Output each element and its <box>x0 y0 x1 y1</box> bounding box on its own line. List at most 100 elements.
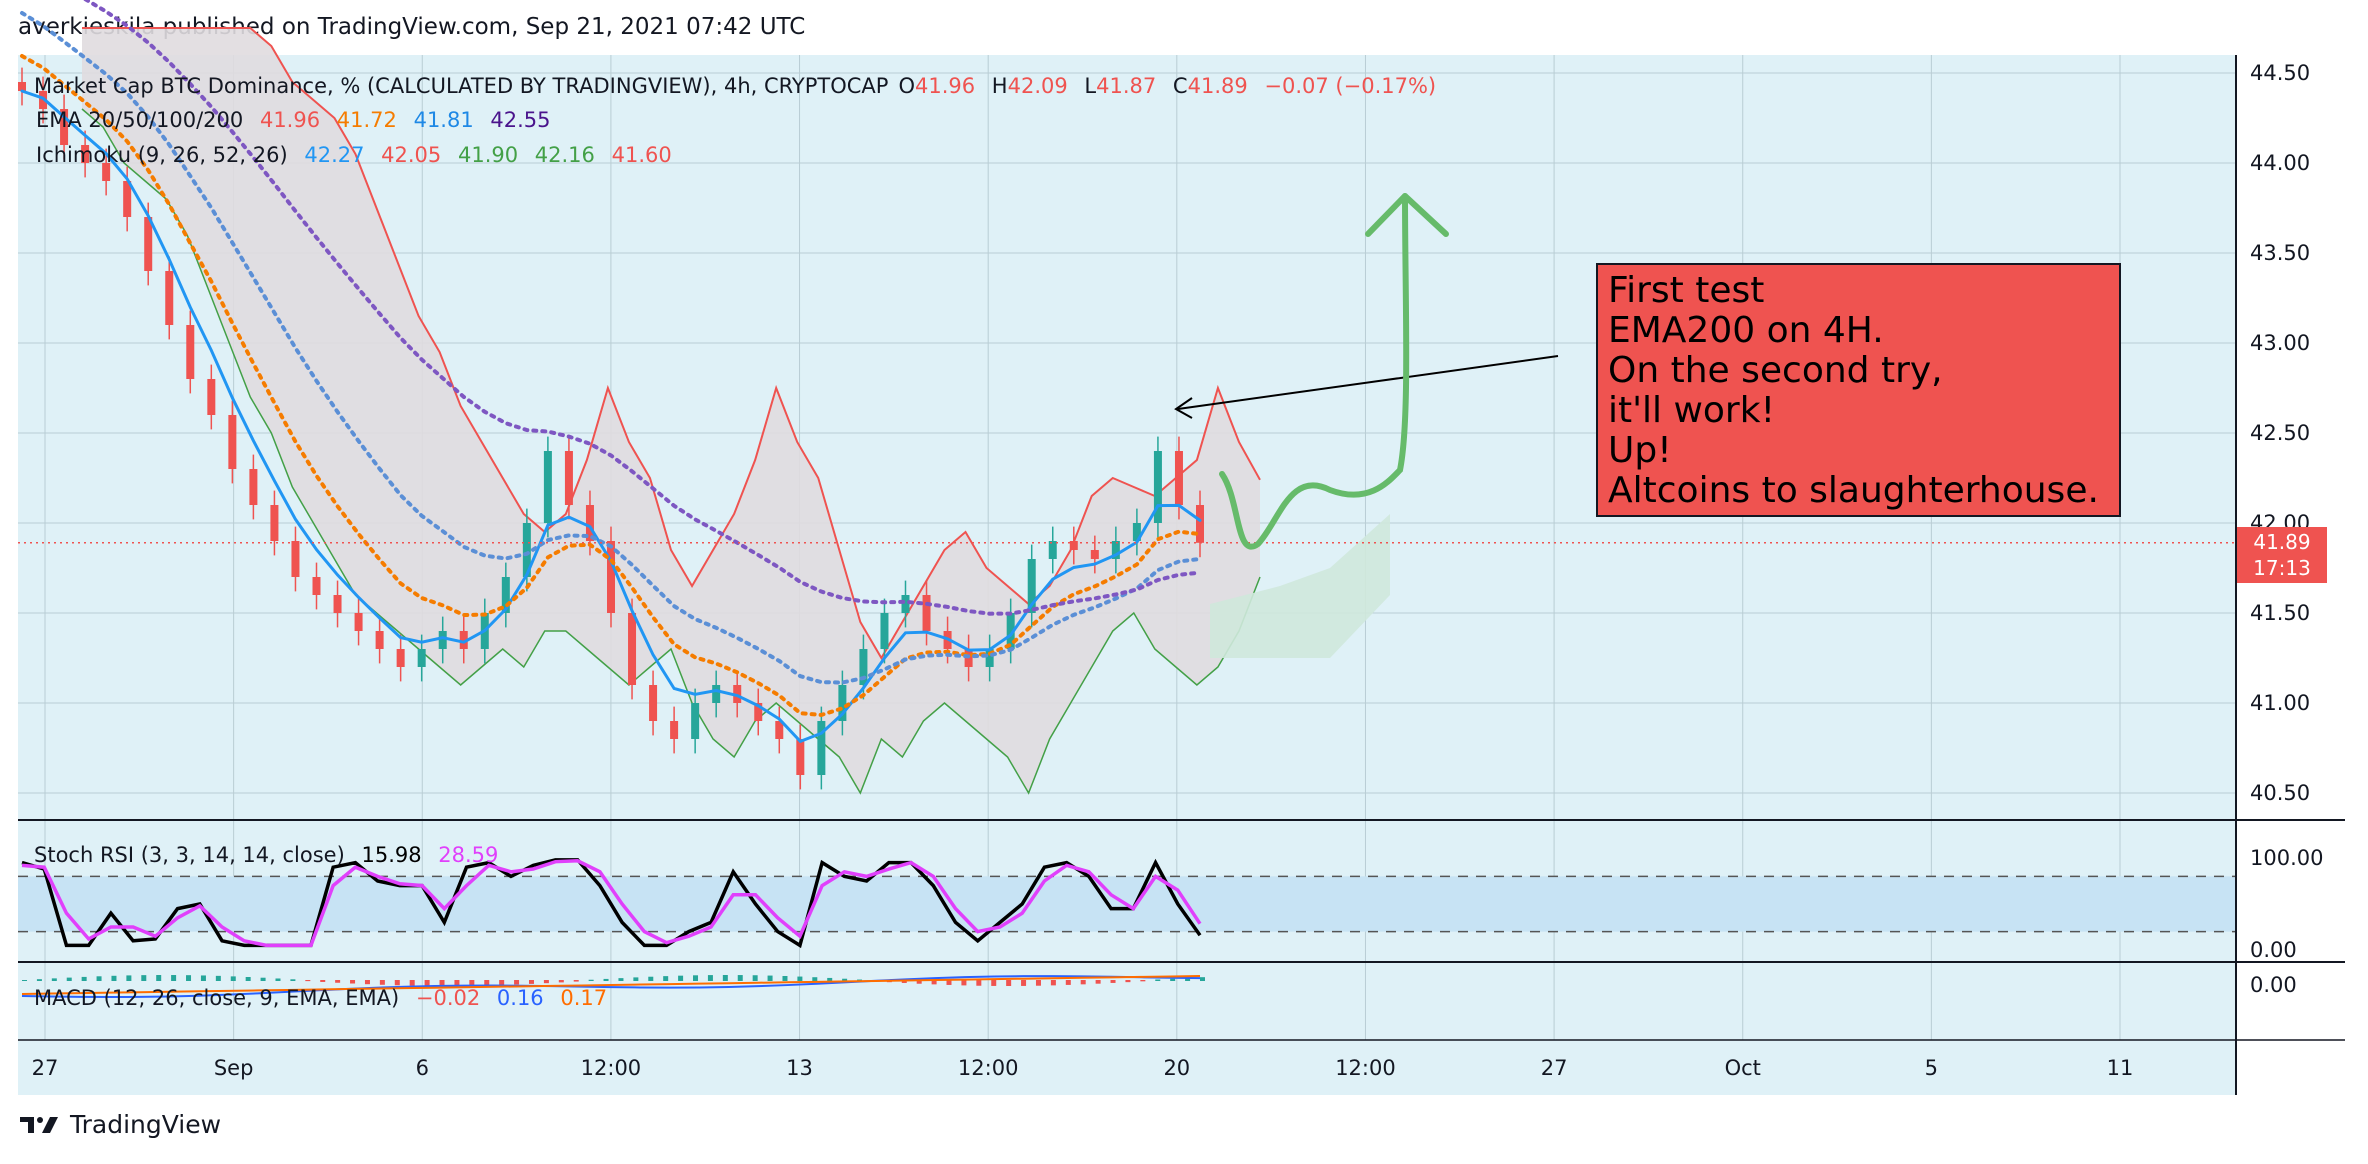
macd-histogram-bar <box>573 980 579 982</box>
ichimoku-span-a-line <box>81 108 1261 795</box>
price-tick-label: 40.50 <box>2250 781 2310 805</box>
time-tick-label: 12:00 <box>958 1056 1019 1080</box>
annotation-line: it'll work! <box>1608 390 1776 431</box>
stoch-label: Stoch RSI (3, 3, 14, 14, close) <box>34 843 345 867</box>
macd-histogram-bar <box>260 977 266 981</box>
candle-body <box>733 685 742 703</box>
candle-body <box>817 721 826 775</box>
macd-histogram-bar <box>707 975 713 981</box>
candle-body <box>207 379 216 415</box>
candle-body <box>522 523 531 577</box>
macd-histogram-bar <box>350 980 356 984</box>
candle-body <box>1027 559 1036 613</box>
candle-body <box>628 613 637 685</box>
macd-histogram-bar <box>514 980 520 985</box>
macd-histogram-bar <box>22 980 27 981</box>
macd-histogram-bar <box>618 978 624 981</box>
stoch-tick-label: 0.00 <box>2250 938 2297 962</box>
ichimoku-span-a: 42.16 <box>534 143 595 167</box>
macd-histogram-bar <box>275 978 281 981</box>
macd-histogram-bar <box>1200 977 1205 981</box>
candle-body <box>81 145 90 163</box>
macd-histogram-bar <box>1006 980 1012 986</box>
candle-body <box>880 613 889 649</box>
candle-body <box>859 649 868 685</box>
macd-histogram-bar <box>439 980 445 986</box>
macd-histogram-bar <box>752 975 758 981</box>
macd-line <box>21 975 1201 999</box>
ichimoku-base: 42.05 <box>381 143 442 167</box>
macd-histogram-bar <box>1155 979 1161 981</box>
ichimoku-cloud <box>81 27 1390 795</box>
candle-body <box>312 577 321 595</box>
macd-histogram-bar <box>1050 980 1056 986</box>
macd-histogram-bar <box>588 979 594 981</box>
bar-countdown: 17:13 <box>2253 556 2311 580</box>
candle-body <box>333 595 342 613</box>
macd-line-value: 0.16 <box>496 986 544 1010</box>
stoch-rsi-pane <box>18 858 2236 949</box>
annotation-line: Altcoins to slaughterhouse. <box>1608 470 2099 511</box>
macd-histogram-bar <box>767 975 773 981</box>
candle-body <box>438 631 447 649</box>
candle-body <box>396 649 405 667</box>
change-value: −0.07 (−0.17%) <box>1264 74 1437 98</box>
tradingview-logo[interactable]: TradingView <box>20 1110 221 1139</box>
macd-histogram-bar <box>931 980 937 985</box>
tradingview-logo-icon <box>20 1116 58 1133</box>
ema20-value: 41.96 <box>259 108 321 132</box>
ema200-value: 42.55 <box>490 108 551 132</box>
macd-histogram-bar <box>528 980 534 984</box>
macd-histogram-bar <box>394 980 400 986</box>
macd-histogram-bar <box>946 980 952 985</box>
macd-histogram-bar <box>335 980 341 983</box>
time-tick-label: 27 <box>32 1056 59 1080</box>
macd-histogram-bar <box>722 975 728 981</box>
macd-histogram-bar <box>991 980 997 986</box>
macd-histogram-bar <box>1140 980 1146 982</box>
macd-histogram-bar <box>141 975 147 981</box>
macd-histogram-bar <box>1035 980 1041 986</box>
time-tick-label: 6 <box>416 1056 429 1080</box>
candle-body <box>291 541 300 577</box>
macd-histogram-bar <box>782 976 788 981</box>
macd-histogram-bar <box>961 980 967 986</box>
last-price: 41.89 <box>2253 530 2311 554</box>
up-arrow-icon <box>1365 193 1449 237</box>
candle-body <box>186 325 195 379</box>
annotation-line: Up! <box>1608 430 1672 471</box>
close-value: 41.89 <box>1187 74 1248 98</box>
candle-body <box>123 181 132 217</box>
stoch-tick-label: 100.00 <box>2250 846 2323 870</box>
price-tick-label: 43.50 <box>2250 241 2310 265</box>
candle-body <box>691 703 700 739</box>
macd-signal-line <box>21 975 1201 995</box>
macd-histogram-bar <box>200 975 206 981</box>
macd-histogram-bar <box>499 980 505 986</box>
ema-lines <box>18 0 2236 744</box>
time-tick-label: 20 <box>1163 1056 1190 1080</box>
pointer-line <box>1177 355 1559 410</box>
macd-histogram-bar <box>36 979 42 981</box>
macd-histogram-bar <box>827 977 833 981</box>
candle-body <box>564 451 573 505</box>
candle-body <box>901 595 910 613</box>
macd-histogram-bar <box>543 980 549 984</box>
annotation-box[interactable]: First test EMA200 on 4H. On the second t… <box>1596 263 2121 517</box>
high-value: 42.09 <box>1007 74 1068 98</box>
macd-histogram-bar <box>1095 980 1101 984</box>
candle-body <box>165 271 174 325</box>
ichimoku-future-cloud <box>1210 514 1390 658</box>
ema50-value: 41.72 <box>336 108 397 132</box>
price-tick-label: 44.00 <box>2250 151 2310 175</box>
candle-body <box>102 163 111 181</box>
time-tick-label: 5 <box>1925 1056 1938 1080</box>
ichimoku-cloud-area <box>82 28 1260 793</box>
ema100-value: 41.81 <box>413 108 474 132</box>
macd-histogram-bar <box>633 977 639 981</box>
candle-body <box>501 577 510 613</box>
candle-body <box>417 649 426 667</box>
tradingview-brand: TradingView <box>70 1110 222 1139</box>
time-tick-label: 13 <box>786 1056 813 1080</box>
candle-body <box>712 685 721 703</box>
